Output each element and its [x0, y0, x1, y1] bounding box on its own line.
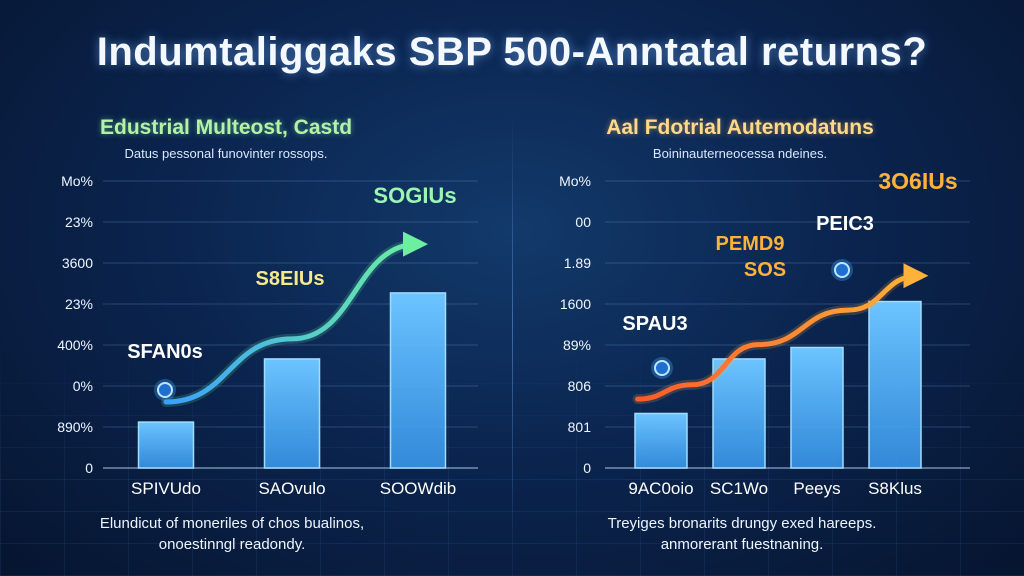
right-chart-subtitle: Boininauterneocessa ndeines. [652, 146, 828, 161]
bar [137, 421, 195, 469]
data-annotation: S8EIUs [256, 268, 325, 290]
bar [790, 346, 844, 469]
x-tick-label: S8Klus [868, 479, 922, 498]
y-tick-label: 801 [568, 419, 592, 435]
y-tick-label: 23% [65, 214, 93, 230]
data-annotation: PEIC3 [816, 213, 874, 235]
x-tick-label: Peeys [793, 479, 840, 498]
left-chart-subtitle: Datus pessonal funovinter rossops. [124, 146, 328, 161]
y-tick-label: 890% [57, 419, 93, 435]
y-tick-label: 806 [568, 378, 592, 394]
trend-marker [834, 262, 850, 278]
y-tick-label: 0 [85, 460, 93, 476]
y-tick-label: 400% [57, 337, 93, 353]
y-tick-label: 0 [583, 460, 591, 476]
y-tick-label: 0% [73, 378, 93, 394]
x-tick-label: 9AC0oio [628, 479, 693, 498]
left-footnote-line-1: Elundicut of moneriles of chos bualinos, [99, 515, 365, 532]
data-annotation: SPAU3 [622, 313, 687, 335]
x-tick-label: SAOvulo [258, 479, 325, 498]
bar [389, 292, 447, 469]
y-tick-label: 3600 [62, 255, 93, 271]
bar [868, 300, 922, 469]
right-chart-panel: Aal Fdotrial Autemodatuns Boininauterneo… [512, 0, 1024, 576]
trend-marker [157, 382, 173, 398]
trend-line [635, 263, 929, 402]
data-annotation: SOS [744, 259, 786, 281]
trend-line [163, 231, 428, 405]
y-tick-label: 23% [65, 296, 93, 312]
data-annotation: 3O6IUs [878, 168, 957, 194]
y-tick-label: Mo% [61, 173, 93, 189]
data-annotation: SFAN0s [127, 341, 203, 363]
right-chart-title: Aal Fdotrial Autemodatuns [606, 116, 874, 139]
panel-divider [512, 115, 513, 535]
right-footnote-line-1: Treyiges bronarits drungy exed hareeps. [607, 515, 877, 532]
y-tick-label: Mo% [559, 173, 591, 189]
left-chart: Mo% 23% 3600 23% 400% 0% 890% 0 SPIVUdo SAOvulo SO… [57, 173, 478, 498]
x-tick-label: SC1Wo [710, 479, 768, 498]
y-tick-label: 00 [575, 214, 591, 230]
left-footnote-line-2: onoestinngl readondy. [158, 536, 306, 553]
right-chart-footnote: Treyiges bronarits drungy exed hareeps. … [486, 513, 998, 555]
x-tick-label: SOOWdib [380, 479, 457, 498]
y-tick-label: 89% [563, 337, 591, 353]
page-title: Indumtaliggaks SBP 500-Anntatal returns? [96, 30, 928, 74]
data-annotation: SOGIUs [373, 183, 456, 208]
bar [263, 358, 321, 469]
bar [634, 412, 688, 469]
left-chart-title: Edustrial Multeost, Castd [99, 116, 353, 139]
right-chart: Mo% 00 1.89 1600 89% 806 801 0 9AC0oio SC1Wo Peeys… [559, 168, 970, 498]
left-chart-footnote: Elundicut of moneriles of chos bualinos,… [0, 513, 488, 555]
y-tick-label: 1.89 [564, 255, 591, 271]
left-chart-panel: Edustrial Multeost, Castd Datus pessonal… [0, 116, 488, 555]
data-annotation: PEMD9 [716, 233, 785, 255]
x-tick-label: SPIVUdo [131, 479, 201, 498]
bar [712, 358, 766, 469]
trend-marker [654, 360, 670, 376]
right-footnote-line-2: anmorerant fuestnaning. [660, 536, 824, 553]
y-tick-label: 1600 [560, 296, 591, 312]
